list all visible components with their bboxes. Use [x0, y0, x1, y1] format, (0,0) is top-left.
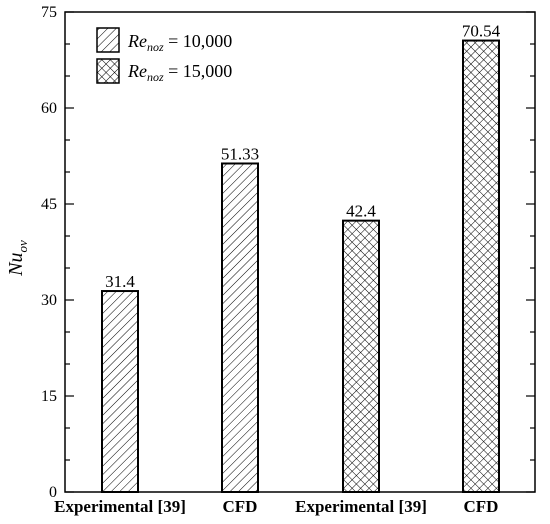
bar-4 — [462, 39, 500, 493]
y-tick-label-0: 0 — [49, 484, 57, 501]
legend-swatch-series-2 — [96, 58, 120, 84]
legend-label-series-1-rest: = 10,000 — [164, 31, 233, 51]
bar-3 — [342, 219, 380, 493]
legend-label-series-1: Renoz = 10,000 — [127, 31, 232, 54]
bar-1 — [101, 290, 139, 494]
y-axis-label-main: Nu — [5, 252, 27, 276]
value-labels: 31.4 51.33 42.4 70.54 — [105, 22, 501, 291]
x-category-label-2: CFD — [223, 497, 258, 516]
y-tick-label-45: 45 — [41, 196, 57, 213]
legend-label-series-2-main: Re — [127, 61, 147, 81]
legend-swatch-series-1 — [96, 27, 120, 53]
bar-2 — [221, 162, 259, 493]
y-tick-label-60: 60 — [41, 100, 57, 117]
y-tick-label-15: 15 — [41, 388, 57, 405]
legend-label-series-2-rest: = 15,000 — [164, 61, 233, 81]
bar-value-label-1: 31.4 — [105, 272, 135, 291]
y-tick-label-30: 30 — [41, 292, 57, 309]
x-axis-categories: Experimental [39] CFD Experimental [39] CFD — [54, 497, 498, 516]
plot-frame — [64, 11, 536, 493]
legend-label-series-2-sub: noz — [147, 70, 164, 84]
x-category-label-1: Experimental [39] — [54, 497, 186, 516]
bars — [101, 39, 500, 494]
bar-value-label-3: 42.4 — [346, 202, 376, 221]
x-category-label-4: CFD — [464, 497, 499, 516]
bar-value-label-4: 70.54 — [462, 22, 501, 41]
legend-label-series-2: Renoz = 15,000 — [127, 61, 232, 84]
legend: Renoz = 10,000 Renoz = 15,000 — [96, 27, 232, 84]
y-axis-label-sub: ov — [15, 240, 30, 253]
y-axis-label: Nuov — [5, 240, 30, 277]
y-tick-label-75: 75 — [41, 4, 57, 21]
x-category-label-3: Experimental [39] — [295, 497, 427, 516]
legend-label-series-1-sub: noz — [147, 40, 164, 54]
legend-label-series-1-main: Re — [127, 31, 147, 51]
bar-value-label-2: 51.33 — [221, 144, 259, 163]
y-axis-ticks: 0 15 30 45 60 75 — [41, 4, 535, 501]
